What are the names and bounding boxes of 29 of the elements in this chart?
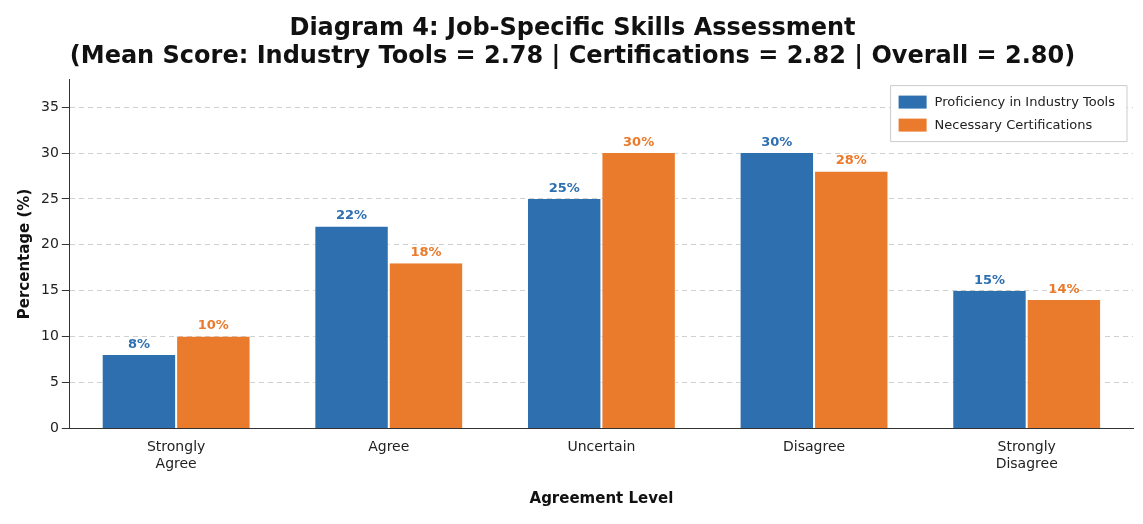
data-label: 10% (197, 317, 229, 333)
y-tick-label: 25 (40, 189, 59, 206)
data-label: 25% (548, 179, 580, 195)
data-label: 15% (973, 271, 1006, 287)
y-tick-label: 30 (40, 143, 59, 160)
x-tick-label: Agree (368, 438, 410, 455)
x-tick-label: Strongly Disagree (995, 438, 1058, 472)
legend-label: Necessary Certifications (934, 116, 1093, 132)
y-tick-label: 5 (49, 373, 59, 390)
y-axis-title: Percentage (%) (14, 188, 33, 320)
data-label: 14% (1048, 280, 1080, 296)
chart-subtitle: (Mean Score: Industry Tools = 2.78 | Certifications = 2.82 | Overall = 2.80) (69, 41, 1076, 70)
y-tick-label: 35 (40, 97, 59, 114)
x-tick-label: Disagree (782, 438, 846, 455)
data-label: 30% (623, 133, 655, 149)
legend-label: Proficiency in Industry Tools (934, 93, 1116, 109)
data-label: 8% (127, 335, 150, 351)
chart-title: Diagram 4: Job-Specific Skills Assessment (289, 12, 856, 41)
data-label: 22% (336, 207, 368, 223)
x-tick-label: Strongly Agree (146, 438, 206, 472)
y-tick-label: 15 (40, 281, 59, 298)
y-tick-label: 10 (40, 327, 59, 344)
data-label: 28% (835, 152, 867, 168)
y-tick-label: 0 (49, 419, 59, 436)
data-label: 30% (761, 133, 793, 149)
data-label: 18% (410, 244, 442, 260)
x-tick-label: Uncertain (567, 438, 636, 455)
x-axis-title: Agreement Level (529, 488, 674, 507)
y-tick-label: 20 (40, 235, 59, 252)
